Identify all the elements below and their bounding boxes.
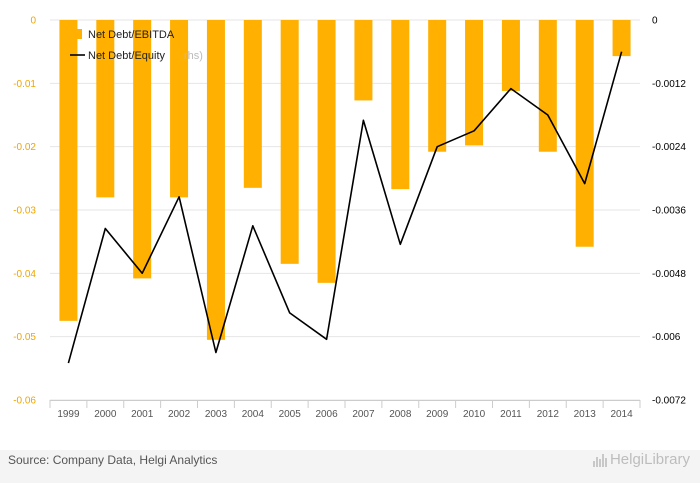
bar [354, 20, 373, 101]
x-tick-label: 2013 [574, 409, 597, 420]
line-series [67, 51, 623, 364]
x-tick-label: 2010 [463, 409, 486, 420]
bar [59, 20, 78, 321]
y-right-tick-label: -0.006 [652, 332, 681, 343]
brand-bars-icon [592, 453, 607, 467]
y-right-tick-label: -0.0024 [652, 142, 686, 153]
y-right-tick-label: -0.0036 [652, 206, 686, 217]
y-left-tick-label: -0.03 [13, 206, 36, 217]
x-tick-label: 2005 [279, 409, 302, 420]
legend-bar-swatch [73, 29, 82, 39]
x-tick-label: 2000 [94, 409, 117, 420]
bar [96, 20, 115, 198]
bar [575, 20, 594, 247]
y-right-tick-label: -0.0048 [652, 269, 686, 280]
source-text: Source: Company Data, Helgi Analytics [8, 453, 218, 467]
x-tick-label: 2004 [242, 409, 265, 420]
x-tick-label: 2006 [315, 409, 338, 420]
y-right-tick-label: -0.0012 [652, 79, 686, 90]
bar [206, 20, 225, 340]
legend-label-line: Net Debt/Equity [88, 50, 166, 62]
y-left-tick-label: -0.06 [13, 396, 36, 407]
x-tick-label: 2002 [168, 409, 191, 420]
bar [428, 20, 447, 152]
brand-logo: HelgiLibrary [592, 450, 690, 470]
y-left-tick-label: -0.04 [13, 269, 36, 280]
y-right-tick-label: -0.0072 [652, 396, 686, 407]
x-tick-label: 2012 [537, 409, 560, 420]
brand-name: HelgiLibrary [609, 451, 690, 468]
bar [501, 20, 520, 91]
legend-label-bars: Net Debt/EBITDA [88, 29, 175, 41]
bar [170, 20, 189, 198]
x-tick-label: 2001 [131, 409, 154, 420]
x-tick-label: 2009 [426, 409, 449, 420]
chart-svg: 0 -0.01 -0.02 -0.03 -0.04 -0.05 -0.06 0 -0.0012 -… [13, 16, 686, 421]
bar [317, 20, 336, 283]
x-tick-label: 2003 [205, 409, 228, 420]
bar [243, 20, 262, 188]
y-left-tick-label: 0 [30, 16, 36, 27]
bar [612, 20, 631, 57]
y-left-tick-label: -0.02 [13, 142, 36, 153]
x-tick-label: 1999 [57, 409, 80, 420]
footer: Source: Company Data, Helgi Analytics He… [0, 450, 700, 483]
bar [391, 20, 410, 190]
y-left-tick-label: -0.01 [13, 79, 36, 90]
legend-overflow-text: rhs) [184, 50, 203, 62]
y-right-tick-label: 0 [652, 16, 658, 27]
x-tick-label: 2007 [352, 409, 375, 420]
bar [133, 20, 152, 279]
y-left-tick-label: -0.05 [13, 332, 36, 343]
x-tick-label: 2008 [389, 409, 412, 420]
x-tick-label: 2014 [610, 409, 633, 420]
x-tick-label: 2011 [500, 409, 522, 420]
bar [465, 20, 484, 146]
bar [538, 20, 557, 152]
chart: 0 -0.01 -0.02 -0.03 -0.04 -0.05 -0.06 0 -0.0012 -… [13, 16, 686, 421]
bar [280, 20, 299, 264]
